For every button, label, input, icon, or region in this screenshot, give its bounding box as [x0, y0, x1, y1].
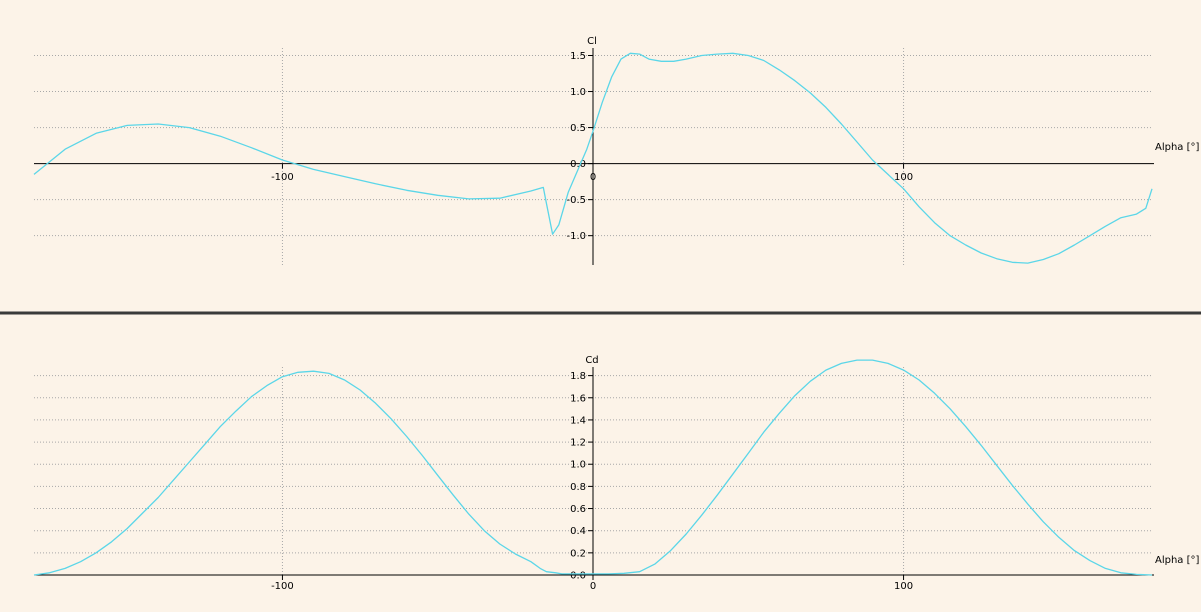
- y-tick-label: 0.2: [570, 548, 586, 559]
- y-tick-label: 1.8: [570, 371, 586, 382]
- y-tick-label: 0.4: [570, 526, 586, 537]
- y-tick-label: 1.6: [570, 393, 586, 404]
- series-line: [33, 52, 1153, 264]
- series-line: [33, 359, 1153, 576]
- y-tick-label: 1.5: [570, 51, 586, 62]
- y-tick-label: 1.4: [570, 415, 586, 426]
- y-tick-label: 1.0: [570, 87, 586, 98]
- cl-plot-panel: -100 0 100 1.5 1.0 0.5 0.0 -0.5 -1.0 Cl Alpha [°]: [33, 36, 1200, 265]
- cd-plot-panel: -100 0 100 1.8 1.6 1.4 1.2 1.0 0.8 0.6 0.4 0.2 0.0 Cd…: [33, 355, 1200, 592]
- y-tick-label: -1.0: [566, 231, 586, 242]
- x-tick-label: 100: [894, 172, 913, 183]
- x-tick-label: 100: [894, 581, 913, 592]
- x-tick-label: -100: [271, 172, 294, 183]
- y-tick-label: 0.5: [570, 123, 586, 134]
- x-tick-label: 0: [590, 172, 596, 183]
- x-tick-label: -100: [271, 581, 294, 592]
- y-tick-label: 0.0: [570, 159, 586, 170]
- x-axis-label: Alpha [°]: [1155, 555, 1200, 566]
- y-tick-label: 0.6: [570, 504, 586, 515]
- y-axis-label: Cl: [587, 36, 597, 47]
- y-tick-label: 0.0: [570, 571, 586, 582]
- y-tick-label: 1.0: [570, 460, 586, 471]
- x-tick-label: 0: [590, 581, 596, 592]
- y-tick-label: 0.8: [570, 482, 586, 493]
- x-axis-label: Alpha [°]: [1155, 142, 1200, 153]
- y-tick-label: 1.2: [570, 438, 586, 449]
- y-axis-label: Cd: [585, 355, 598, 366]
- y-tick-label: -0.5: [566, 195, 586, 206]
